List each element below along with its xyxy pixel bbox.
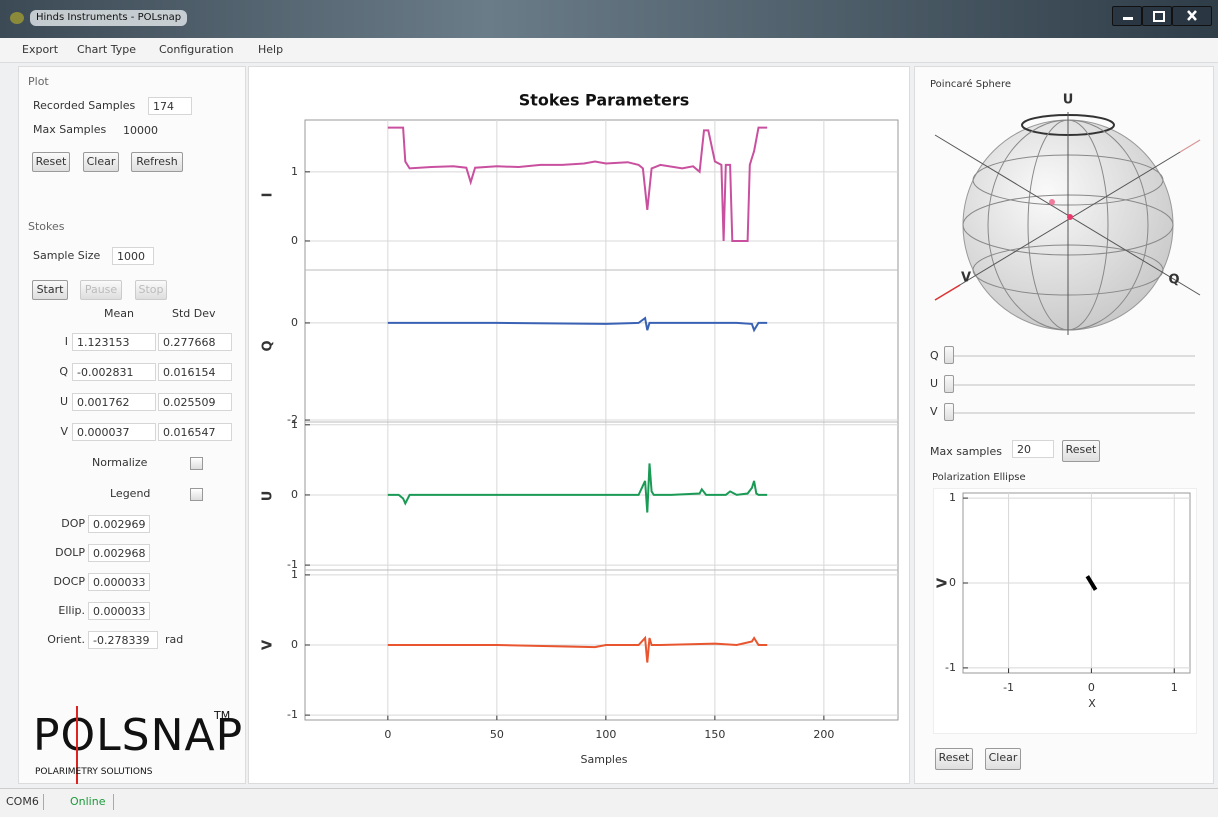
metric-label: DOCP bbox=[53, 575, 85, 588]
metric-label: Ellip. bbox=[58, 604, 85, 617]
slider-track bbox=[945, 355, 1195, 357]
cell-value[interactable]: 0.000037 bbox=[72, 423, 156, 441]
row-label: V bbox=[60, 425, 68, 438]
field-value[interactable]: 20 bbox=[1012, 440, 1054, 458]
menu-item[interactable]: Chart Type bbox=[77, 43, 136, 56]
row-label: U bbox=[59, 395, 68, 408]
button[interactable]: Refresh bbox=[131, 152, 183, 172]
field-label: Recorded Samples bbox=[33, 99, 136, 112]
cell-value[interactable]: -0.002831 bbox=[72, 363, 156, 381]
logo-mark bbox=[76, 706, 78, 784]
metric-label: DOP bbox=[61, 517, 85, 530]
cell-value[interactable]: 0.277668 bbox=[158, 333, 232, 351]
chart-panel bbox=[248, 66, 910, 784]
field-label: Max Samples bbox=[33, 123, 107, 136]
cell-value[interactable]: 0.016547 bbox=[158, 423, 232, 441]
minimize-button[interactable] bbox=[1112, 6, 1142, 26]
checkbox[interactable] bbox=[190, 488, 203, 501]
row-label: I bbox=[64, 335, 68, 348]
close-button[interactable] bbox=[1172, 6, 1212, 26]
button[interactable]: Clear bbox=[83, 152, 119, 172]
metric-value[interactable]: -0.278339 bbox=[88, 631, 158, 649]
slider-track bbox=[945, 412, 1195, 414]
button[interactable]: Reset bbox=[32, 152, 70, 172]
field-label: Max samples bbox=[930, 445, 1002, 458]
button[interactable]: Reset bbox=[935, 748, 973, 770]
field-value[interactable]: 10000 bbox=[123, 124, 158, 137]
cell-value[interactable]: 0.001762 bbox=[72, 393, 156, 411]
cell-value[interactable]: 0.025509 bbox=[158, 393, 232, 411]
metric-label: DOLP bbox=[55, 546, 85, 559]
cell-value[interactable]: 1.123153 bbox=[72, 333, 156, 351]
button[interactable]: Pause bbox=[80, 280, 122, 300]
row-label: Q bbox=[59, 365, 68, 378]
status-bar bbox=[0, 788, 1218, 817]
app-icon bbox=[10, 12, 24, 24]
checkbox[interactable] bbox=[190, 457, 203, 470]
cell-value[interactable]: 0.016154 bbox=[158, 363, 232, 381]
field-value[interactable]: 1000 bbox=[112, 247, 154, 265]
section-title: Stokes bbox=[28, 220, 65, 233]
window-title: Hinds Instruments - POLsnap bbox=[30, 10, 188, 26]
logo-tagline: POLARIMETRY SOLUTIONS bbox=[35, 767, 153, 777]
metric-value[interactable]: 0.000033 bbox=[88, 602, 150, 620]
slider-label: Q bbox=[930, 349, 939, 362]
button[interactable]: Reset bbox=[1062, 440, 1100, 462]
slider-thumb[interactable] bbox=[944, 403, 954, 421]
option-label: Legend bbox=[110, 487, 151, 500]
menu-item[interactable]: Export bbox=[22, 43, 59, 56]
slider-label: U bbox=[930, 377, 939, 390]
menu-item[interactable]: Help bbox=[258, 43, 284, 56]
metric-value[interactable]: 0.002968 bbox=[88, 544, 150, 562]
slider-thumb[interactable] bbox=[944, 346, 954, 364]
menu-bar bbox=[0, 38, 1218, 63]
logo-name: POLSNAP bbox=[33, 710, 244, 761]
section-title: Plot bbox=[28, 75, 49, 88]
button[interactable]: Start bbox=[32, 280, 68, 300]
slider-label: V bbox=[930, 405, 938, 418]
metric-unit: rad bbox=[165, 633, 184, 646]
field-value[interactable]: 174 bbox=[148, 97, 192, 115]
ellipse-box bbox=[933, 488, 1197, 734]
metric-value[interactable]: 0.000033 bbox=[88, 573, 150, 591]
button[interactable]: Clear bbox=[985, 748, 1021, 770]
section-title: Poincaré Sphere bbox=[930, 79, 1011, 90]
maximize-button[interactable] bbox=[1142, 6, 1172, 26]
status-port: COM6 bbox=[6, 794, 44, 810]
button[interactable]: Stop bbox=[135, 280, 167, 300]
field-label: Sample Size bbox=[33, 249, 101, 262]
status-online: Online bbox=[70, 794, 115, 810]
metric-label: Orient. bbox=[47, 633, 85, 646]
metric-value[interactable]: 0.002969 bbox=[88, 515, 150, 533]
title-bar bbox=[0, 0, 1218, 38]
slider-thumb[interactable] bbox=[944, 375, 954, 393]
menu-item[interactable]: Configuration bbox=[159, 43, 234, 56]
column-header: Mean bbox=[104, 307, 134, 320]
option-label: Normalize bbox=[92, 456, 148, 469]
slider-track bbox=[945, 384, 1195, 386]
logo-tm: TM bbox=[214, 709, 231, 722]
column-header: Std Dev bbox=[172, 307, 216, 320]
